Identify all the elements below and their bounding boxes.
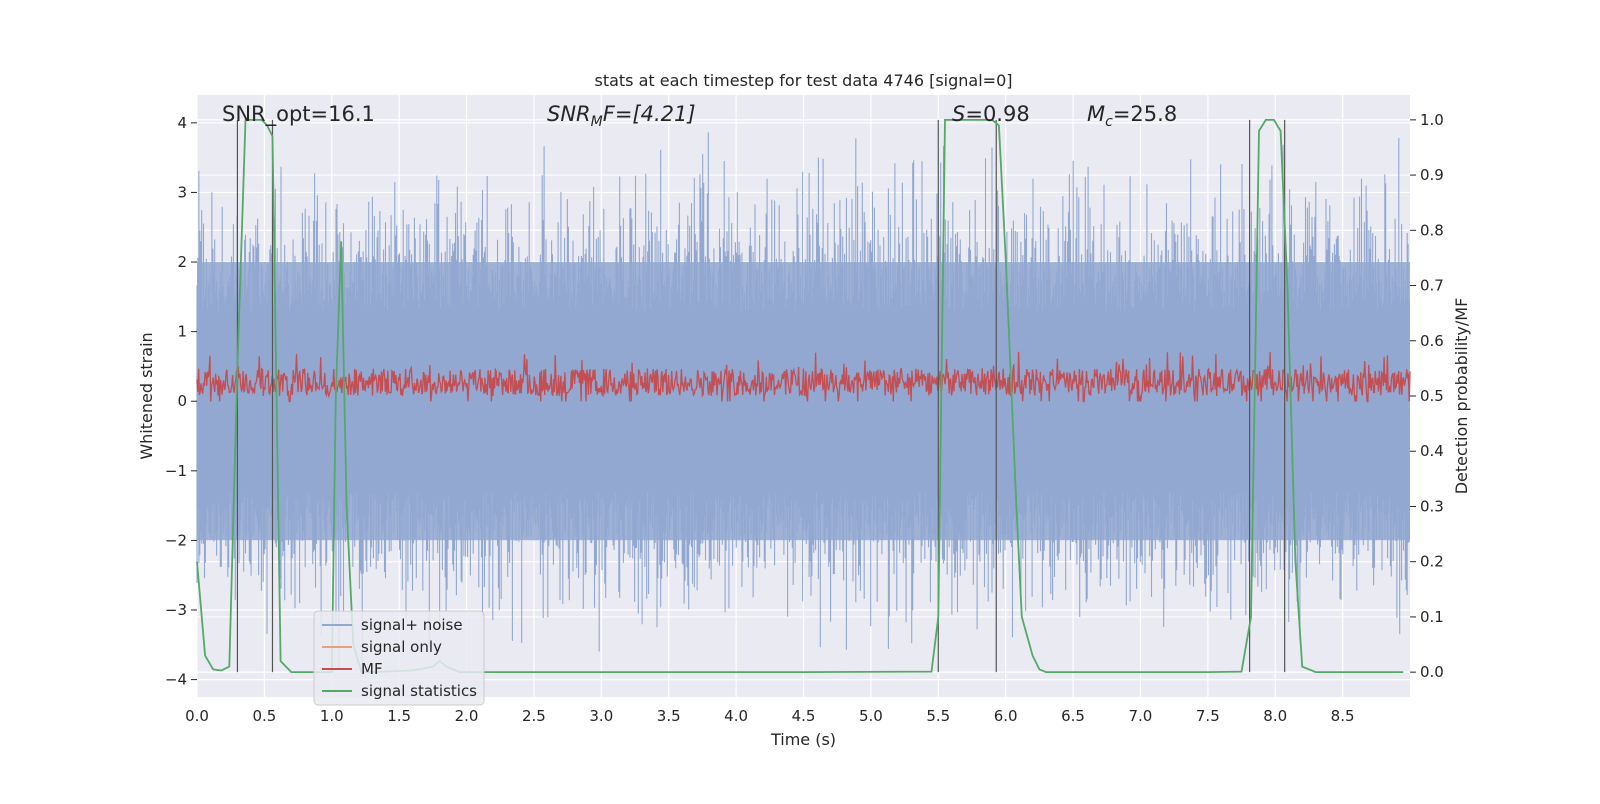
legend-label-signal-statistics: signal statistics	[361, 682, 477, 700]
x-tick-label: 4.5	[792, 707, 816, 725]
snr-opt-annotation: SNR_opt=16.1	[222, 102, 375, 127]
y2-tick-label: 0.5	[1420, 387, 1444, 405]
y2-tick-label: 0.4	[1420, 442, 1444, 460]
x-axis-label: Time (s)	[770, 730, 836, 749]
s-annotation: S=0.98	[952, 102, 1030, 126]
snr-mf-sub: M	[591, 114, 603, 130]
legend-box	[313, 610, 485, 706]
y2-tick-label: 0.2	[1420, 553, 1444, 571]
y-tick-label: 3	[177, 183, 187, 201]
y2-tick-label: 0.0	[1420, 663, 1444, 681]
y-axis-label: Whitened strain	[137, 332, 156, 459]
x-tick-label: 0.5	[252, 707, 276, 725]
y-tick-label: 0	[177, 392, 187, 410]
mc-sub: c	[1105, 114, 1113, 130]
ticks: 0.0 0.5 1.0 1.5 2.0 2.5 3.0 3.5 4.0 4.5 5.0 5.5 6.0 6…	[165, 111, 1444, 725]
y-tick-label: 1	[177, 323, 187, 341]
x-tick-label: 0.0	[185, 707, 209, 725]
legend-label-mf: MF	[361, 660, 383, 678]
mc-value: =25.8	[1113, 102, 1177, 126]
legend-label-signal-noise: signal+ noise	[361, 616, 463, 634]
legend-label-signal-only: signal only	[361, 638, 442, 656]
mf-series	[196, 351, 1411, 403]
y2-tick-label: 0.9	[1420, 166, 1444, 184]
vertical-markers	[236, 119, 1286, 673]
y2-axis-label: Detection probability/MF	[1452, 298, 1471, 495]
y-tick-label: −3	[165, 601, 187, 619]
y-tick-label: 4	[177, 114, 187, 132]
y-tick-label: −2	[165, 531, 187, 549]
x-tick-label: 5.5	[926, 707, 950, 725]
x-tick-label: 2.0	[455, 707, 479, 725]
y2-tick-label: 0.1	[1420, 608, 1444, 626]
x-tick-label: 1.0	[320, 707, 344, 725]
x-tick-label: 6.0	[994, 707, 1018, 725]
y-tick-label: 2	[177, 253, 187, 271]
x-tick-label: 3.0	[589, 707, 613, 725]
signal-noise-series	[196, 132, 1410, 677]
mc-main: M	[1087, 102, 1105, 126]
x-tick-label: 7.0	[1129, 707, 1153, 725]
y-tick-label: −1	[165, 462, 187, 480]
mf-trace	[196, 351, 1411, 403]
y2-tick-label: 0.6	[1420, 332, 1444, 350]
x-tick-label: 3.5	[657, 707, 681, 725]
chart-title: stats at each timestep for test data 474…	[594, 71, 1012, 90]
s-value: =0.98	[965, 102, 1029, 126]
snr-mf-tail: F=[4.21]	[603, 102, 696, 126]
y2-tick-label: 0.3	[1420, 497, 1444, 515]
x-tick-label: 1.5	[387, 707, 411, 725]
s-label: S	[952, 102, 965, 126]
snr-mf-annotation: SNRMF=[4.21]	[547, 102, 696, 130]
x-tick-label: 8.0	[1263, 707, 1287, 725]
mc-annotation: Mc=25.8	[1087, 102, 1177, 130]
x-tick-label: 4.0	[724, 707, 748, 725]
legend: signal+ noise signal only MF signal stat…	[313, 610, 485, 706]
y2-tick-label: 1.0	[1420, 111, 1444, 129]
x-tick-label: 6.5	[1061, 707, 1085, 725]
y2-tick-label: 0.8	[1420, 221, 1444, 239]
y2-tick-label: 0.7	[1420, 277, 1444, 295]
snr-mf-main: SNR	[547, 102, 591, 126]
x-tick-label: 7.5	[1196, 707, 1220, 725]
x-tick-label: 2.5	[522, 707, 546, 725]
y-tick-label: −4	[165, 671, 187, 689]
x-tick-label: 5.0	[859, 707, 883, 725]
x-tick-label: 8.5	[1331, 707, 1355, 725]
